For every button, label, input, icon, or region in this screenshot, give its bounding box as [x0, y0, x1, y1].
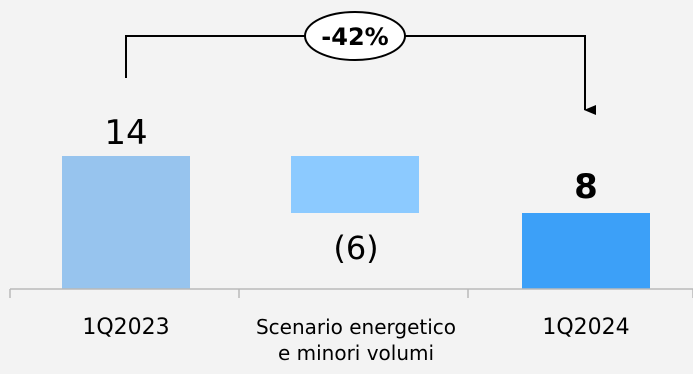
value-label-scenario: (6)	[333, 229, 378, 267]
change-annotation: -42%	[125, 11, 596, 115]
bar-1q2023	[62, 156, 190, 289]
category-label-scenario: Scenario energetico e minori volumi	[256, 315, 456, 365]
labels-layer: 14 (6) 8 1Q2023 Scenario energetico e minori …	[82, 113, 629, 365]
value-label-1q2024: 8	[574, 167, 598, 207]
category-label-1q2024: 1Q2024	[542, 315, 629, 340]
category-label-1q2023: 1Q2023	[82, 315, 169, 340]
value-label-1q2023: 14	[104, 113, 147, 153]
bars-layer	[62, 156, 650, 289]
x-axis	[9, 288, 693, 298]
bar-1q2024	[522, 213, 650, 289]
bar-scenario-energetico	[291, 156, 419, 213]
change-percentage-bubble	[304, 11, 406, 61]
change-percentage-label: -42%	[321, 23, 388, 51]
